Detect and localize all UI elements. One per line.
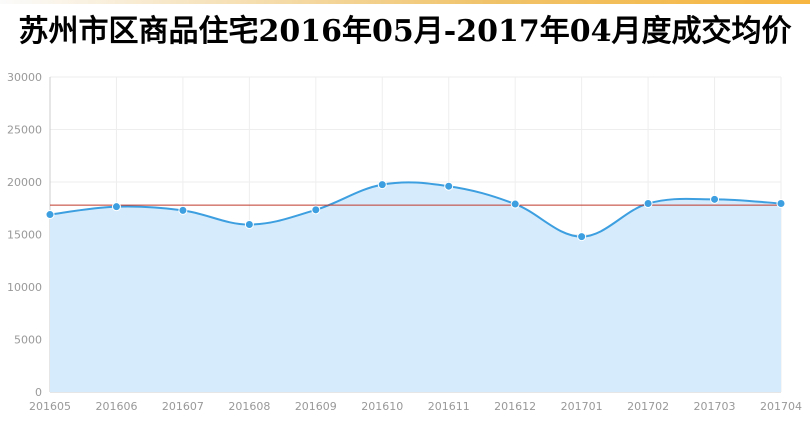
data-point-201606[interactable] (111, 202, 121, 212)
y-axis-tick-labels: 0 5000 10000 15000 20000 25000 30000 (7, 71, 42, 399)
x-tick-label: 201701 (561, 400, 603, 413)
data-point-201607[interactable] (178, 205, 188, 215)
chart-title: 苏州市区商品住宅2016年05月-2017年04月度成交均价 (18, 14, 792, 49)
title-top-rule (0, 0, 810, 4)
y-tick-label: 5000 (14, 334, 42, 347)
y-tick-label: 25000 (7, 124, 42, 137)
data-point-201704[interactable] (776, 199, 786, 209)
x-tick-label: 201605 (29, 400, 71, 413)
x-tick-label: 201608 (228, 400, 270, 413)
data-point-201702[interactable] (643, 199, 653, 209)
x-tick-label: 201704 (760, 400, 802, 413)
data-points (45, 180, 786, 242)
x-axis-tick-labels: 201605 201606 201607 201608 201609 201610 2016… (29, 400, 802, 413)
data-point-201703[interactable] (710, 194, 720, 204)
data-point-201605[interactable] (45, 210, 55, 220)
y-tick-label: 10000 (7, 281, 42, 294)
y-tick-label: 20000 (7, 176, 42, 189)
data-point-201610[interactable] (377, 180, 387, 190)
x-tick-label: 201610 (361, 400, 403, 413)
data-point-201608[interactable] (244, 220, 254, 230)
x-tick-label: 201611 (428, 400, 470, 413)
y-tick-label: 15000 (7, 229, 42, 242)
x-tick-label: 201612 (494, 400, 536, 413)
series-area-fill (50, 182, 781, 392)
data-point-201701[interactable] (577, 232, 587, 242)
y-tick-label: 30000 (7, 71, 42, 84)
x-tick-label: 201609 (295, 400, 337, 413)
data-point-201609[interactable] (311, 205, 321, 215)
y-tick-label: 0 (35, 386, 42, 399)
data-point-201611[interactable] (444, 181, 454, 191)
x-tick-label: 201703 (694, 400, 736, 413)
data-point-201612[interactable] (510, 199, 520, 209)
x-tick-label: 201606 (95, 400, 137, 413)
x-tick-label: 201702 (627, 400, 669, 413)
x-tick-label: 201607 (162, 400, 204, 413)
series-line (49, 181, 782, 238)
